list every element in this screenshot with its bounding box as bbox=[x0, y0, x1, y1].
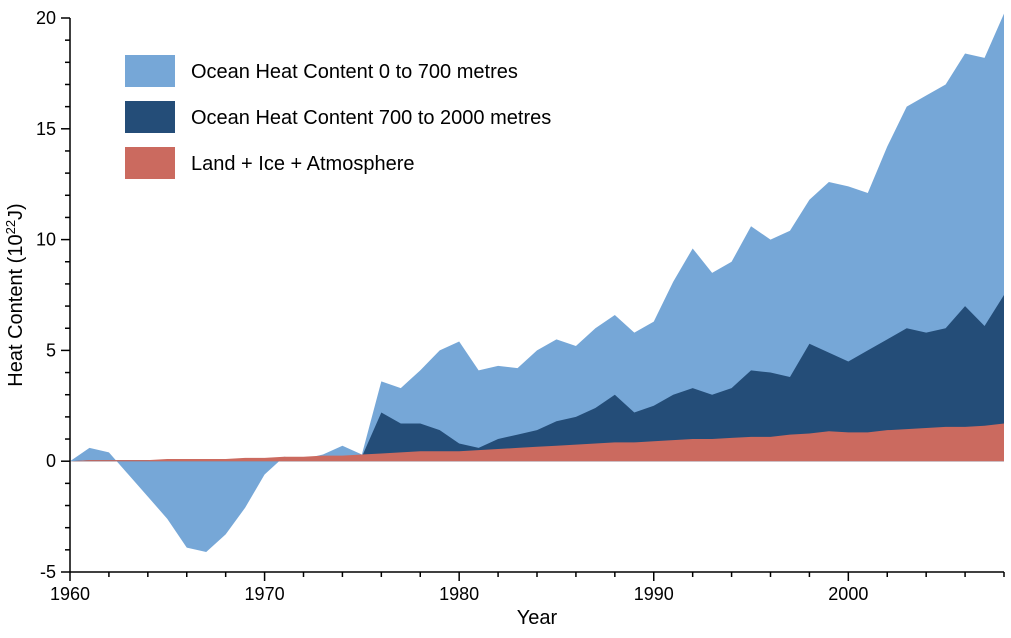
legend-label-ocean_0_700: Ocean Heat Content 0 to 700 metres bbox=[191, 61, 518, 83]
x-axis-title: Year bbox=[517, 607, 558, 629]
y-axis-title: Heat Content (1022J) bbox=[3, 203, 28, 386]
x-tick-label: 2000 bbox=[828, 584, 868, 604]
y-tick-label: 5 bbox=[46, 340, 56, 360]
x-tick-label: 1960 bbox=[50, 584, 90, 604]
y-tick-label: -5 bbox=[40, 562, 56, 582]
y-tick-label: 20 bbox=[36, 8, 56, 28]
chart-svg: 1960 1970 1980 1990 2000 -5 0 5 10 15 20 Year Heat C… bbox=[0, 0, 1011, 638]
legend-swatch-ocean_0_700 bbox=[125, 55, 175, 87]
legend-swatch-ocean_700_2000 bbox=[125, 101, 175, 133]
legend-label-ocean_700_2000: Ocean Heat Content 700 to 2000 metres bbox=[191, 107, 551, 129]
y-tick-label: 15 bbox=[36, 119, 56, 139]
legend-swatch-land_ice_atm bbox=[125, 147, 175, 179]
legend-label-land_ice_atm: Land + Ice + Atmosphere bbox=[191, 153, 415, 175]
stacked-areas bbox=[70, 14, 1004, 552]
legend: Ocean Heat Content 0 to 700 metres Ocean … bbox=[125, 55, 551, 179]
heat-content-area-chart: 1960 1970 1980 1990 2000 -5 0 5 10 15 20 Year Heat C… bbox=[0, 0, 1011, 638]
x-tick-label: 1970 bbox=[245, 584, 285, 604]
area-ocean-0-700 bbox=[70, 14, 1004, 552]
x-tick-label: 1980 bbox=[439, 584, 479, 604]
y-tick-label: 10 bbox=[36, 230, 56, 250]
y-tick-label: 0 bbox=[46, 451, 56, 471]
x-tick-label: 1990 bbox=[634, 584, 674, 604]
